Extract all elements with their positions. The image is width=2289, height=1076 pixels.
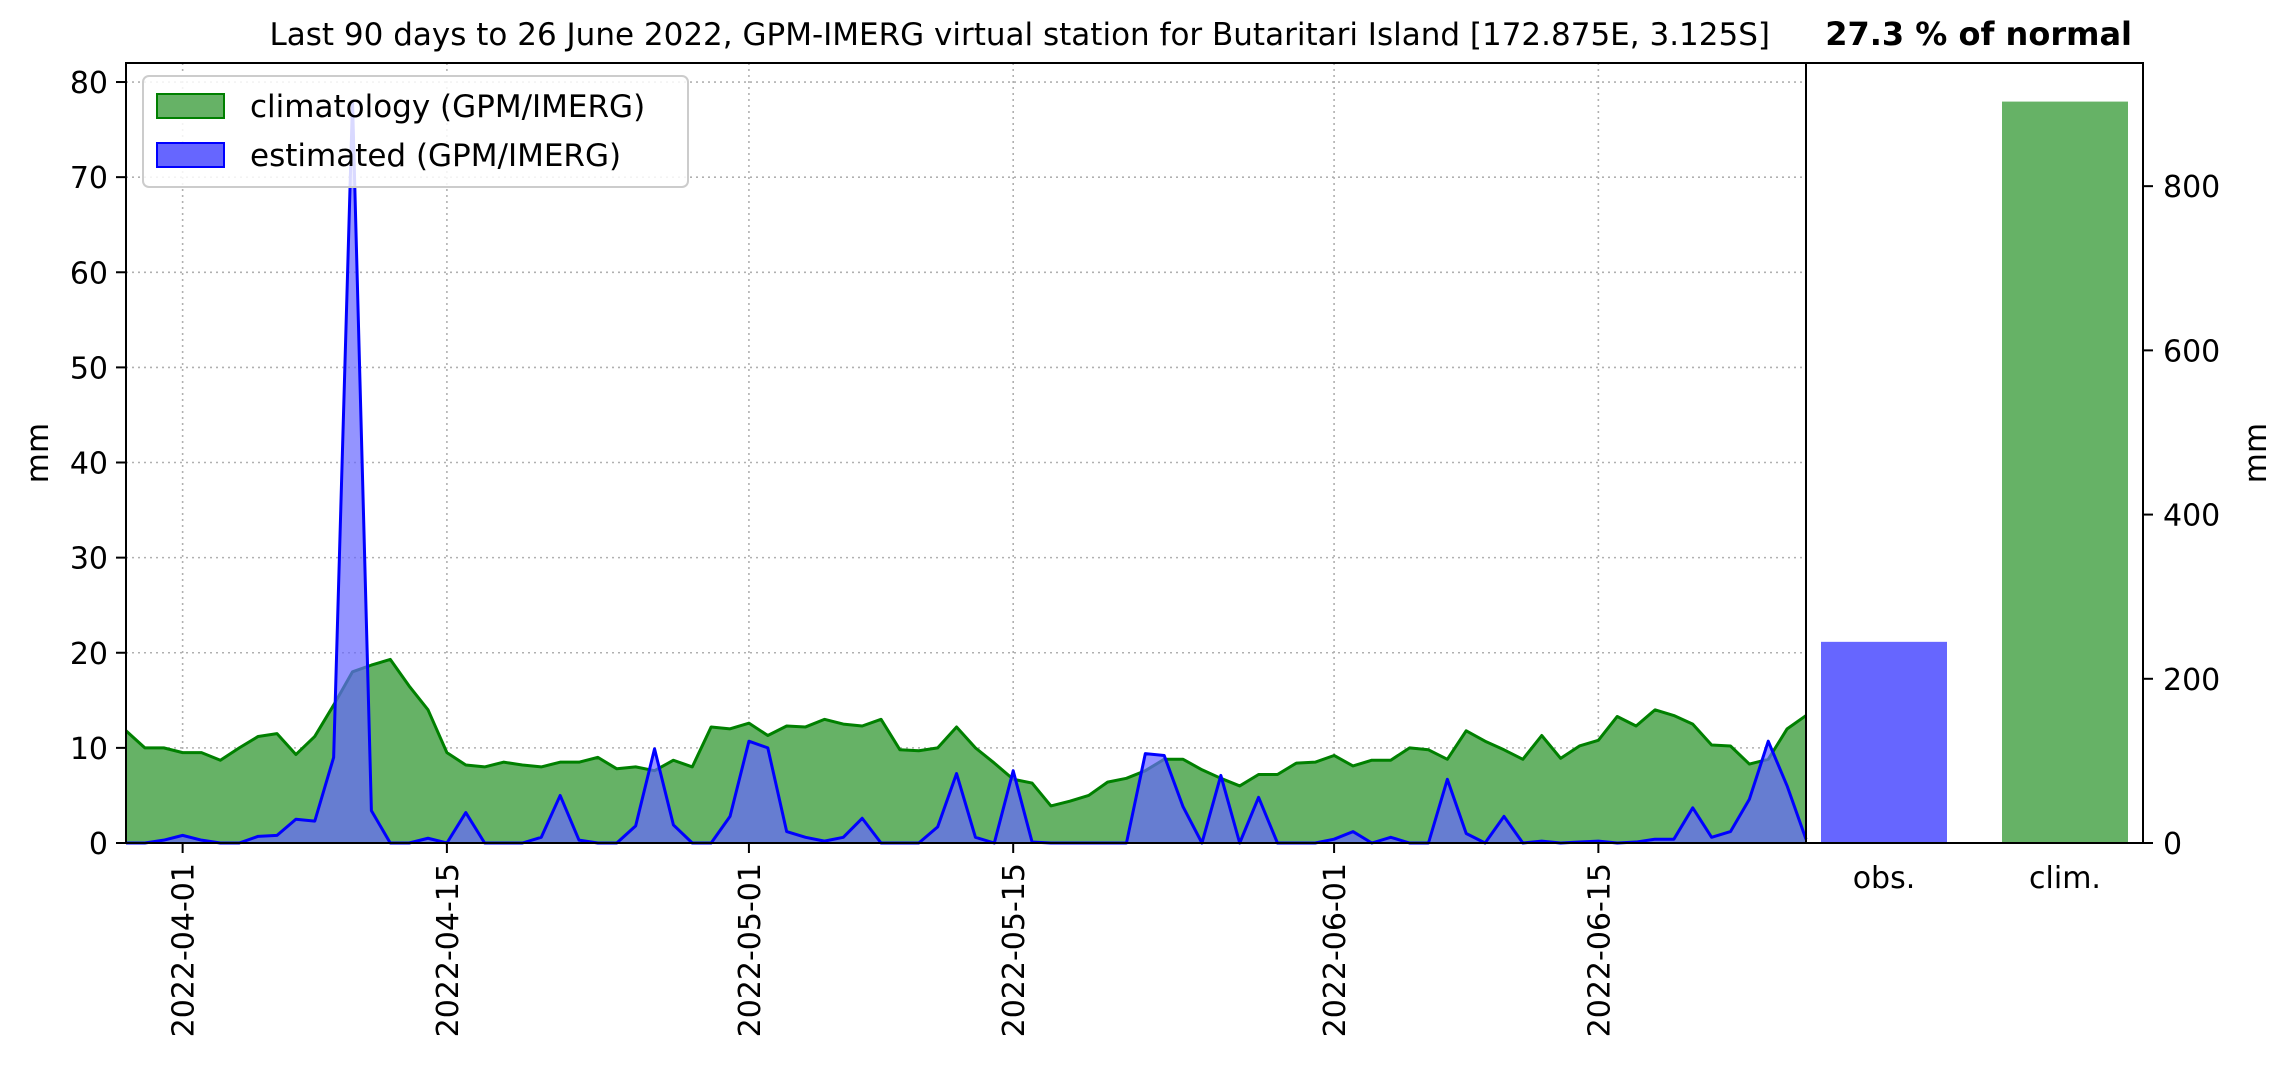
bar-obs <box>1821 641 1947 843</box>
percent-of-normal: 27.3 % of normal <box>1825 15 2132 53</box>
right-y-axis-label: mm <box>2238 423 2274 483</box>
x-tick-label: 2022-04-01 <box>167 863 202 1037</box>
bar-clim <box>2002 101 2128 843</box>
chart-title: Last 90 days to 26 June 2022, GPM-IMERG … <box>270 17 1771 53</box>
y-tick-label: 10 <box>70 732 108 767</box>
right-y-tick-label: 800 <box>2163 170 2220 205</box>
y-tick-label: 0 <box>89 827 108 862</box>
legend-swatch-estimated <box>156 142 225 168</box>
bar-label-obs: obs. <box>1853 861 1916 896</box>
bar-plot-frame <box>1805 62 2144 844</box>
y-tick-label: 70 <box>70 161 108 196</box>
y-tick-label: 20 <box>70 637 108 672</box>
climatology-line <box>124 657 1807 808</box>
y-tick-label: 80 <box>70 66 108 101</box>
right-y-tick-label: 400 <box>2163 499 2220 534</box>
x-tick-label: 2022-05-15 <box>997 863 1032 1037</box>
right-y-tick-label: 200 <box>2163 663 2220 698</box>
legend-box <box>142 75 689 188</box>
right-y-axis-ticks: 0 200 400 600 800 <box>2143 170 2220 862</box>
y-tick-label: 40 <box>70 447 108 482</box>
legend-label-climatology: climatology (GPM/IMERG) <box>250 89 645 125</box>
y-axis-ticks: 0 10 20 30 40 50 60 70 80 <box>70 66 126 862</box>
right-y-tick-label: 600 <box>2163 334 2220 369</box>
y-tick-label: 50 <box>70 351 108 386</box>
total-bar-plot: 0 200 400 600 800 obs. clim. mm <box>1805 62 2274 896</box>
y-axis-label: mm <box>20 423 56 483</box>
x-tick-label: 2022-06-01 <box>1318 863 1353 1037</box>
bar-label-clim: clim. <box>2029 861 2101 896</box>
x-tick-label: 2022-04-15 <box>431 863 466 1037</box>
grid-lines <box>126 63 1806 843</box>
climatology-area <box>126 659 1806 843</box>
y-tick-label: 30 <box>70 542 108 577</box>
legend-swatch-climatology <box>156 93 225 119</box>
legend: climatology (GPM/IMERG) estimated (GPM/I… <box>142 75 689 188</box>
x-axis-ticks: 2022-04-01 2022-04-15 2022-05-01 2022-05-15… <box>167 843 1617 1037</box>
x-tick-label: 2022-05-01 <box>733 863 768 1037</box>
y-tick-label: 60 <box>70 256 108 291</box>
x-tick-label: 2022-06-15 <box>1582 863 1617 1037</box>
legend-label-estimated: estimated (GPM/IMERG) <box>250 138 621 174</box>
right-y-tick-label: 0 <box>2163 827 2182 862</box>
